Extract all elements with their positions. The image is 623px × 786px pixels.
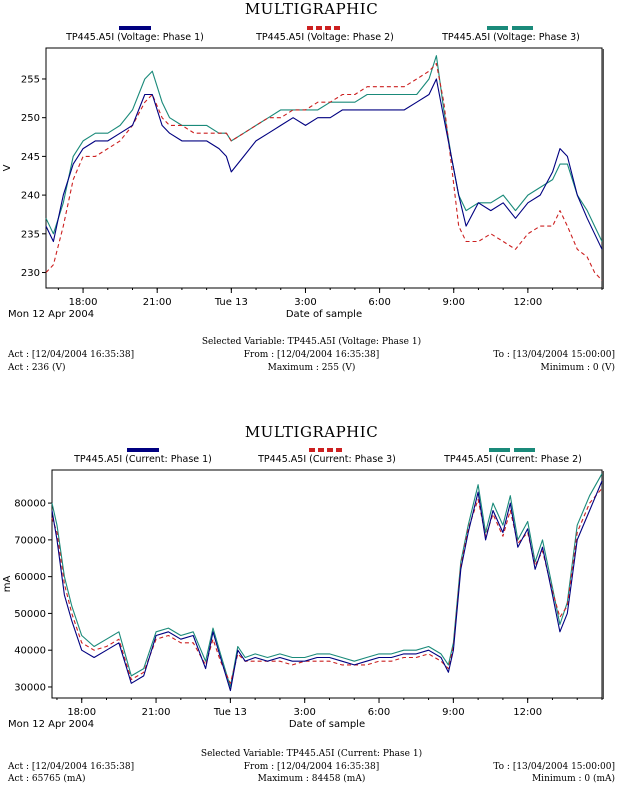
chart1-title: MULTIGRAPHIC [244,0,379,18]
x-tick-label: 12:00 [513,297,542,308]
y-tick-label: 250 [21,113,40,124]
legend-swatch-solid-blue [119,26,151,30]
x-axis-label: Date of sample [289,719,365,730]
date-label: Mon 12 Apr 2004 [8,309,94,320]
legend-swatch-solid-blue [127,448,159,452]
legend-swatch-dashed-red [307,26,343,30]
x-tick-label: Tue 13 [214,297,248,308]
series-line-2 [51,488,603,684]
x-tick-label: 21:00 [142,707,171,718]
x-tick-label: 21:00 [143,297,172,308]
chart2-to: To : [13/04/2004 15:00:00] [493,762,615,772]
chart2-maximum: Maximum : 84458 (mA) [257,774,366,784]
x-tick-label: 3:00 [293,707,315,718]
series-line-2 [45,62,603,281]
chart2-legend-item-1: TP445.A5I (Current: Phase 1) [48,448,238,465]
current-chart: 30000 40000 50000 60000 70000 80000 mA 18:00 21:… [2,469,604,730]
chart1-act-value: Act : 236 (V) [8,363,66,373]
x-tick-label: 6:00 [368,297,390,308]
date-label: Mon 12 Apr 2004 [8,719,94,730]
x-tick-label: 9:00 [442,707,464,718]
chart2-legend-label-1: TP445.A5I (Current: Phase 1) [74,454,212,465]
y-tick-label: 50000 [14,609,46,620]
chart1-maximum: Maximum : 255 (V) [267,363,356,373]
series-line-3 [51,473,603,688]
y-axis-label: mA [2,576,13,593]
x-axis-label: Date of sample [286,309,362,320]
x-tick-label: 6:00 [368,707,390,718]
chart2-legend-item-2: TP445.A5I (Current: Phase 3) [232,448,422,465]
x-tick-label: 18:00 [67,707,96,718]
y-tick-label: 255 [21,74,40,85]
legend-swatch-dashed-red [309,448,345,452]
y-tick-label: 245 [21,152,40,163]
chart1-legend-item-3: TP445.A5I (Voltage: Phase 3) [416,26,606,43]
x-tick-label: 12:00 [513,707,542,718]
chart1-legend-label-3: TP445.A5I (Voltage: Phase 3) [442,32,580,43]
chart1-legend-label-1: TP445.A5I (Voltage: Phase 1) [66,32,204,43]
series-line-1 [51,480,603,692]
chart2-selected-variable: Selected Variable: TP445.A5I (Current: P… [200,749,423,759]
chart2-minimum: Minimum : 0 (mA) [531,774,615,784]
chart1-from: From : [12/04/2004 16:35:38] [243,350,380,360]
chart1-legend-item-1: TP445.A5I (Voltage: Phase 1) [40,26,230,43]
plot-frame [45,47,603,289]
chart1-selected-variable: Selected Variable: TP445.A5I (Voltage: P… [201,337,422,347]
chart2-act-value: Act : 65765 (mA) [8,774,86,784]
y-tick-label: 80000 [14,499,46,510]
y-tick-label: 240 [21,191,40,202]
x-tick-label: Tue 13 [213,707,247,718]
chart1-act-time: Act : [12/04/2004 16:35:38] [8,350,135,360]
x-tick-label: 3:00 [294,297,316,308]
voltage-chart: 230 235 240 245 250 255 V 18:00 21:00 Tue 13 3:00 6… [2,47,604,320]
chart2-from: From : [12/04/2004 16:35:38] [243,762,380,772]
chart1-legend-item-2: TP445.A5I (Voltage: Phase 2) [230,26,420,43]
chart2-title: MULTIGRAPHIC [244,423,379,441]
y-tick-label: 60000 [14,572,46,583]
y-tick-label: 70000 [14,535,46,546]
chart1-legend-label-2: TP445.A5I (Voltage: Phase 2) [256,32,394,43]
chart1-to: To : [13/04/2004 15:00:00] [493,350,615,360]
series-line-1 [45,78,603,250]
chart1-minimum: Minimum : 0 (V) [540,363,616,373]
chart2-legend-label-2: TP445.A5I (Current: Phase 3) [258,454,396,465]
plot-frame [51,469,603,699]
chart2-legend-label-3: TP445.A5I (Current: Phase 2) [444,454,582,465]
y-tick-label: 40000 [14,646,46,657]
y-axis-label: V [2,164,13,171]
y-tick-label: 30000 [14,682,46,693]
y-tick-label: 235 [21,229,40,240]
y-tick-label: 230 [21,268,40,279]
x-tick-label: 18:00 [69,297,98,308]
chart2-legend-item-3: TP445.A5I (Current: Phase 2) [418,448,608,465]
legend-swatch-teal [487,26,535,30]
legend-swatch-teal [489,448,537,452]
chart2-act-time: Act : [12/04/2004 16:35:38] [8,762,135,772]
x-tick-label: 9:00 [442,297,464,308]
